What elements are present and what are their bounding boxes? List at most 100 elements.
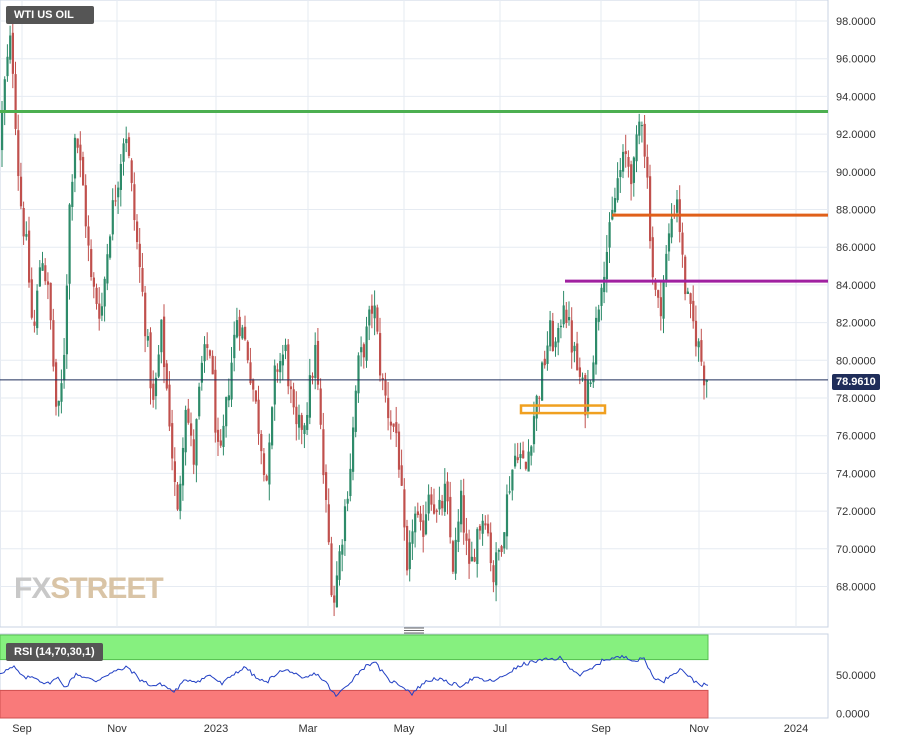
candle-up — [667, 233, 671, 252]
candle-down — [492, 565, 495, 583]
candle-up — [103, 278, 106, 307]
rsi-overbought-band — [0, 634, 709, 661]
candle-up — [408, 542, 411, 570]
y-tick-label: 96.0000 — [836, 54, 876, 66]
candle-down — [578, 367, 581, 377]
candle-down — [522, 450, 525, 459]
instrument-label: WTI US OIL — [6, 6, 94, 24]
candle-up — [184, 409, 187, 453]
candle-up — [122, 143, 125, 162]
x-tick-label: May — [394, 723, 415, 735]
candle-down — [171, 423, 174, 459]
candle-down — [684, 256, 687, 295]
candle-down — [362, 344, 365, 358]
pane-resize-handle[interactable] — [404, 627, 424, 634]
y-tick-label: 94.0000 — [836, 91, 876, 103]
candle-up — [349, 468, 352, 497]
candle-down — [144, 292, 147, 337]
candle-up — [616, 178, 619, 201]
y-tick-label: 82.0000 — [836, 318, 876, 330]
candle-up — [335, 575, 338, 608]
y-tick-label: 86.0000 — [836, 242, 876, 254]
candle-down — [576, 343, 579, 371]
y-tick-label: 74.0000 — [836, 468, 876, 480]
candle-up — [365, 326, 368, 361]
x-tick-label: Nov — [107, 723, 127, 735]
candle-down — [584, 375, 587, 416]
candle-up — [476, 529, 479, 565]
candle-down — [538, 397, 541, 399]
candle-up — [549, 320, 552, 347]
candle-up — [573, 345, 576, 352]
candle-down — [33, 321, 36, 326]
candle-down — [630, 164, 633, 185]
candle-up — [60, 383, 63, 402]
candle-up — [100, 306, 104, 316]
candle-up — [586, 380, 590, 412]
candle-down — [254, 390, 257, 402]
candle-down — [543, 358, 546, 366]
candle-up — [235, 320, 239, 338]
candle-down — [276, 369, 279, 372]
candle-up — [595, 317, 598, 365]
candle-down — [92, 277, 95, 287]
candle-down — [30, 279, 33, 318]
candle-down — [689, 293, 692, 304]
candle-up — [460, 490, 463, 525]
candle-down — [651, 237, 654, 278]
candle-down — [624, 151, 627, 155]
candle-down — [370, 305, 374, 314]
candle-up — [106, 254, 109, 284]
candle-down — [114, 200, 117, 202]
rsi-line — [0, 654, 709, 698]
candle-up — [454, 539, 457, 574]
candle-up — [411, 531, 414, 544]
candle-up — [65, 285, 68, 355]
candle-up — [705, 379, 708, 382]
candle-up — [592, 362, 595, 383]
candle-down — [244, 326, 247, 340]
candle-down — [433, 504, 436, 514]
candle-up — [222, 425, 225, 448]
candle-up — [613, 198, 617, 213]
candle-up — [57, 400, 60, 406]
candle-up — [568, 317, 571, 321]
candle-up — [346, 498, 349, 504]
x-tick-label: Sep — [12, 723, 32, 735]
candle-up — [125, 138, 128, 144]
candle-up — [559, 325, 563, 328]
candle-down — [681, 232, 684, 255]
y-tick-label: 92.0000 — [836, 129, 876, 141]
candle-down — [316, 340, 320, 385]
candle-up — [597, 309, 600, 322]
candle-down — [138, 243, 141, 268]
candle-down — [22, 207, 25, 237]
candle-down — [90, 249, 93, 278]
x-tick-label: Jul — [493, 723, 507, 735]
candle-up — [527, 451, 530, 472]
candle-down — [28, 230, 31, 283]
candle-up — [195, 419, 198, 466]
candle-down — [465, 533, 468, 541]
candle-down — [524, 461, 527, 469]
candle-down — [300, 415, 303, 430]
candle-up — [638, 121, 641, 136]
candle-up — [3, 79, 6, 111]
candle-down — [570, 320, 573, 353]
candle-up — [41, 263, 44, 271]
candle-down — [79, 144, 82, 161]
candle-up — [635, 134, 638, 162]
candle-up — [373, 305, 376, 319]
candle-up — [341, 544, 344, 555]
candle-up — [632, 157, 635, 183]
candle-down — [127, 137, 131, 156]
candle-down — [654, 281, 657, 290]
candle-up — [541, 362, 544, 401]
candle-up — [605, 251, 608, 280]
y-tick-label: 70.0000 — [836, 544, 876, 556]
candle-up — [314, 344, 317, 378]
candle-up — [511, 469, 514, 491]
candle-up — [271, 407, 274, 446]
candle-down — [249, 362, 252, 384]
candle-down — [395, 422, 398, 434]
